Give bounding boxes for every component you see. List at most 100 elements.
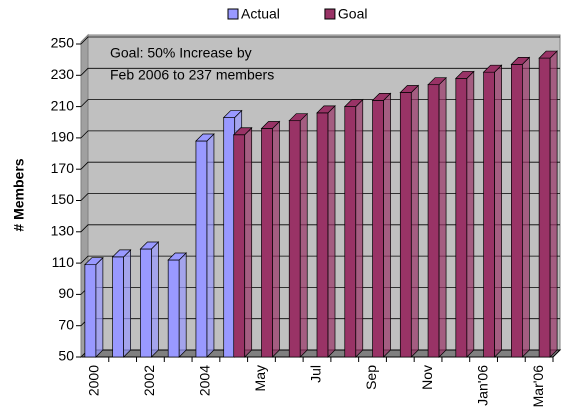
y-tick-label: 150 <box>51 191 75 207</box>
bar-side <box>299 112 308 358</box>
annotation: Goal: 50% Increase by <box>110 45 252 61</box>
bar-side <box>123 248 131 358</box>
bar-front <box>316 112 329 358</box>
legend-label: Actual <box>241 6 280 22</box>
bar <box>316 105 336 358</box>
x-tick-label: 2000 <box>86 365 102 396</box>
y-tick-label: 50 <box>58 348 74 364</box>
bar-front <box>195 140 208 358</box>
legend-label: Goal <box>338 6 368 22</box>
bar <box>343 98 364 358</box>
bar-front <box>372 99 384 358</box>
bar <box>288 112 309 358</box>
y-axis-label: # Members <box>11 158 27 231</box>
legend-swatch <box>227 8 239 20</box>
x-tick-label: 2004 <box>197 365 213 396</box>
bar-top <box>288 113 309 122</box>
bar <box>482 64 503 358</box>
bar <box>510 56 531 358</box>
x-tick-label: 2002 <box>141 365 157 396</box>
bar-front <box>233 134 246 358</box>
bar <box>84 256 104 358</box>
bar <box>111 248 132 358</box>
bar-front <box>427 84 440 358</box>
bar-side <box>522 56 530 358</box>
x-tick-label: Sep <box>363 365 379 390</box>
y-tick-label: 210 <box>51 97 75 113</box>
bar-front <box>399 92 412 358</box>
y-tick-label: 90 <box>58 285 74 301</box>
grid-line <box>80 67 560 76</box>
y-tick-label: 130 <box>51 223 75 239</box>
bar-top <box>510 56 531 65</box>
bar-top <box>371 92 392 101</box>
bar-top <box>316 105 336 114</box>
x-tick-label: Nov <box>419 365 435 390</box>
y-tick-label: 170 <box>51 160 75 176</box>
bar-front <box>84 264 97 358</box>
bar-front <box>261 128 273 358</box>
x-tick-label: May <box>252 365 268 391</box>
bar-top <box>84 257 104 266</box>
bar-front <box>288 120 301 358</box>
bar-side <box>466 70 475 358</box>
y-tick-label: 190 <box>51 129 75 145</box>
bar-top <box>195 133 215 142</box>
x-tick-label: Jul <box>308 365 324 383</box>
bar-front <box>538 57 551 358</box>
bar-front <box>112 256 124 358</box>
bar-front <box>483 71 495 358</box>
x-tick-label: Mar'06 <box>530 365 546 408</box>
x-tick-label: Jan'06 <box>474 365 490 406</box>
bar-side <box>494 64 502 358</box>
bar-front <box>167 259 180 358</box>
bar-side <box>95 256 104 358</box>
y-tick-label: 110 <box>52 254 75 270</box>
bar-side <box>151 241 159 358</box>
legend-swatch <box>324 8 336 20</box>
bar <box>371 92 392 358</box>
bar-side <box>410 84 419 358</box>
bar <box>167 252 188 358</box>
bar-top <box>111 249 132 258</box>
bar-top <box>482 64 503 73</box>
bar-top <box>167 252 188 261</box>
bar-side <box>438 76 447 358</box>
bar-side <box>327 105 336 358</box>
bar-side <box>206 133 215 358</box>
bar <box>139 241 160 358</box>
y-tick-label: 230 <box>51 66 75 82</box>
bar-top <box>343 99 364 107</box>
bar-top <box>538 50 558 59</box>
bar-side <box>383 92 391 358</box>
bar-top <box>222 110 243 118</box>
bar <box>538 50 558 358</box>
bar-side <box>355 98 364 358</box>
bar-front <box>455 78 468 358</box>
bar-side <box>549 50 558 358</box>
bar-top <box>139 241 160 250</box>
bar-top <box>232 127 253 136</box>
bar-side <box>244 126 253 358</box>
bar-top <box>399 85 420 93</box>
y-tick-label: 70 <box>58 316 74 332</box>
bar-side <box>178 252 187 358</box>
bar-top <box>427 77 447 86</box>
bar-side <box>272 120 280 358</box>
bar-top <box>260 121 281 129</box>
bar <box>260 120 281 358</box>
bar-front <box>511 63 523 358</box>
bar-front <box>140 248 152 358</box>
annotation: Feb 2006 to 237 members <box>110 67 274 83</box>
grid-line <box>80 36 560 45</box>
bar <box>195 133 215 358</box>
bar <box>399 84 420 358</box>
bar-front <box>223 117 236 358</box>
bar-top <box>454 71 475 79</box>
bar-front <box>344 106 357 358</box>
y-tick-label: 250 <box>51 35 75 51</box>
bar <box>454 70 475 358</box>
bar <box>427 76 447 358</box>
bar <box>232 126 253 358</box>
